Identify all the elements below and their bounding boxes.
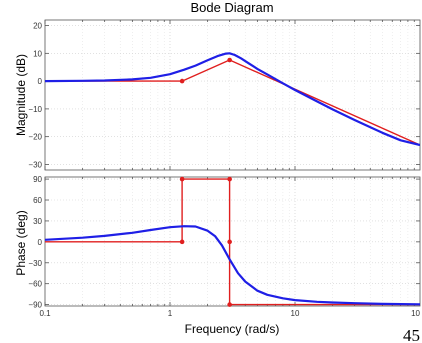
phase-asymptote-marker — [179, 176, 185, 182]
x-tick-label: 10 — [291, 309, 300, 318]
x-tick-label: 1 — [168, 309, 173, 318]
phase-exact-line — [45, 225, 420, 306]
x-tick-label: 0.1 — [39, 309, 51, 318]
phase-y-tick-label: 90 — [33, 175, 42, 184]
magnitude-panel: 20 10 0 −10 −20 −30 — [28, 19, 421, 171]
magnitude-grid — [45, 20, 420, 170]
chart-title: Bode Diagram — [190, 0, 273, 15]
phase-series — [45, 178, 420, 306]
phase-y-tick-label: −90 — [28, 301, 42, 310]
x-axis-label: Frequency (rad/s) — [185, 322, 280, 336]
phase-y-tick-label: 60 — [33, 196, 42, 205]
magnitude-y-tick-label: 0 — [38, 77, 43, 86]
magnitude-asymptote-line — [45, 59, 420, 146]
phase-asymptote-marker — [227, 239, 232, 245]
phase-panel: 90 60 30 0 −30 −60 −900.1 1 10 10 — [28, 175, 420, 318]
phase-asymptote-marker — [227, 176, 232, 182]
magnitude-y-tick-label: 20 — [33, 22, 42, 31]
magnitude-y-tick-label: −20 — [28, 133, 42, 142]
magnitude-asymptote-marker — [227, 57, 232, 63]
plot-panels: 20 10 0 −10 −20 −30 90 60 30 0 −30 −60 −900.1 1 10 10 — [28, 19, 421, 318]
magnitude-asymptote-marker — [179, 78, 185, 84]
magnitude-exact-line — [45, 52, 420, 147]
phase-axis-label: Phase (deg) — [14, 210, 28, 275]
x-tick-label: 10 — [411, 309, 420, 318]
phase-asymptote-marker — [227, 302, 232, 307]
phase-y-tick-label: −60 — [28, 280, 42, 289]
phase-y-tick-label: −30 — [28, 259, 42, 268]
magnitude-axis-label: Magnitude (dB) — [14, 54, 28, 136]
magnitude-y-tick-label: −10 — [28, 105, 42, 114]
magnitude-y-tick-label: 10 — [33, 49, 42, 58]
magnitude-y-tick-label: −30 — [28, 160, 42, 169]
page-number: 45 — [403, 326, 420, 343]
phase-asymptote-marker — [179, 239, 185, 245]
magnitude-series — [45, 52, 420, 147]
phase-y-tick-label: 30 — [33, 217, 42, 226]
magnitude-frame — [44, 19, 421, 171]
phase-asymptote-line — [45, 178, 420, 306]
phase-y-tick-label: 0 — [38, 238, 43, 247]
